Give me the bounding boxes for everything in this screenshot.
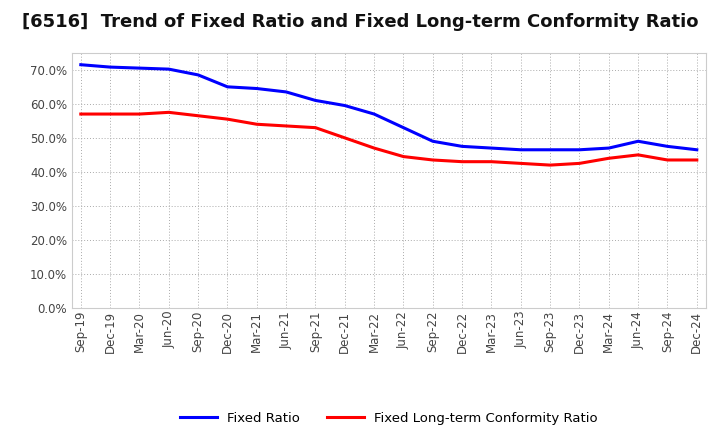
Fixed Ratio — [693, 147, 701, 152]
Fixed Long-term Conformity Ratio — [516, 161, 525, 166]
Fixed Ratio — [605, 146, 613, 151]
Line: Fixed Ratio: Fixed Ratio — [81, 65, 697, 150]
Fixed Ratio — [223, 84, 232, 89]
Fixed Ratio — [428, 139, 437, 144]
Fixed Long-term Conformity Ratio — [223, 117, 232, 122]
Fixed Long-term Conformity Ratio — [76, 111, 85, 117]
Fixed Long-term Conformity Ratio — [341, 135, 349, 140]
Fixed Long-term Conformity Ratio — [546, 162, 554, 168]
Line: Fixed Long-term Conformity Ratio: Fixed Long-term Conformity Ratio — [81, 112, 697, 165]
Fixed Ratio — [76, 62, 85, 67]
Fixed Long-term Conformity Ratio — [458, 159, 467, 164]
Fixed Ratio — [282, 89, 290, 95]
Fixed Long-term Conformity Ratio — [663, 158, 672, 163]
Fixed Long-term Conformity Ratio — [399, 154, 408, 159]
Fixed Long-term Conformity Ratio — [693, 158, 701, 163]
Fixed Ratio — [399, 125, 408, 130]
Fixed Long-term Conformity Ratio — [605, 156, 613, 161]
Fixed Ratio — [663, 144, 672, 149]
Fixed Long-term Conformity Ratio — [487, 159, 496, 164]
Fixed Long-term Conformity Ratio — [575, 161, 584, 166]
Fixed Ratio — [575, 147, 584, 152]
Fixed Ratio — [634, 139, 642, 144]
Fixed Long-term Conformity Ratio — [135, 111, 144, 117]
Fixed Long-term Conformity Ratio — [106, 111, 114, 117]
Fixed Ratio — [487, 146, 496, 151]
Fixed Ratio — [253, 86, 261, 91]
Fixed Ratio — [311, 98, 320, 103]
Fixed Ratio — [546, 147, 554, 152]
Fixed Long-term Conformity Ratio — [370, 146, 379, 151]
Fixed Long-term Conformity Ratio — [164, 110, 173, 115]
Fixed Ratio — [164, 66, 173, 72]
Fixed Long-term Conformity Ratio — [311, 125, 320, 130]
Fixed Long-term Conformity Ratio — [428, 158, 437, 163]
Fixed Long-term Conformity Ratio — [634, 152, 642, 158]
Fixed Long-term Conformity Ratio — [253, 121, 261, 127]
Fixed Long-term Conformity Ratio — [282, 123, 290, 128]
Fixed Ratio — [106, 64, 114, 70]
Fixed Ratio — [194, 72, 202, 77]
Fixed Long-term Conformity Ratio — [194, 113, 202, 118]
Fixed Ratio — [370, 111, 379, 117]
Legend: Fixed Ratio, Fixed Long-term Conformity Ratio: Fixed Ratio, Fixed Long-term Conformity … — [180, 411, 598, 425]
Fixed Ratio — [516, 147, 525, 152]
Fixed Ratio — [135, 66, 144, 71]
Fixed Ratio — [341, 103, 349, 108]
Text: [6516]  Trend of Fixed Ratio and Fixed Long-term Conformity Ratio: [6516] Trend of Fixed Ratio and Fixed Lo… — [22, 13, 698, 31]
Fixed Ratio — [458, 144, 467, 149]
